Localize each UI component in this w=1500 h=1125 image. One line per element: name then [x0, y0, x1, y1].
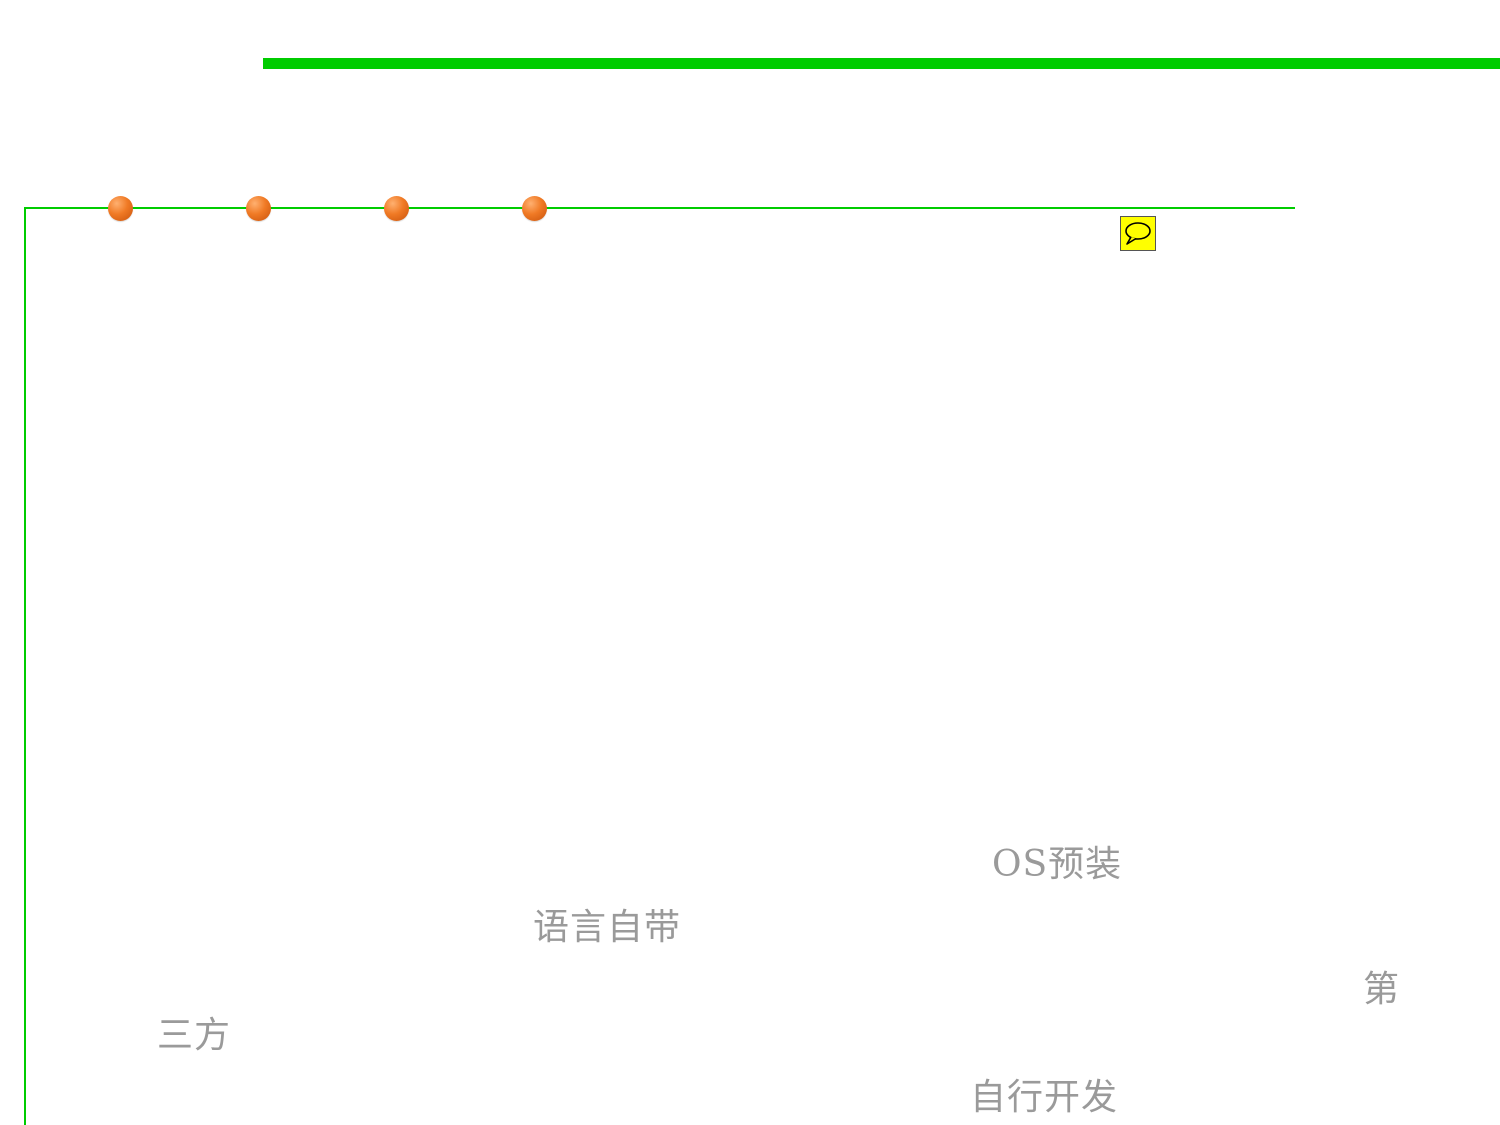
orange-bullet-dot — [246, 196, 271, 221]
label-language-builtin: 语言自带 — [533, 907, 682, 948]
orange-bullet-dot — [108, 196, 133, 221]
frame-top-line — [24, 207, 1295, 209]
comment-button[interactable] — [1120, 216, 1156, 251]
label-self-developed: 自行开发 — [970, 1077, 1119, 1118]
orange-bullet-dot — [522, 196, 547, 221]
orange-bullet-dot — [384, 196, 409, 221]
label-third-party-first-char: 第 — [1363, 969, 1401, 1010]
speech-bubble-icon — [1125, 222, 1151, 245]
frame-left-line — [24, 207, 26, 1125]
label-os-preinstalled: OS预装 — [992, 844, 1123, 885]
label-third-party-rest: 三方 — [157, 1015, 232, 1056]
top-accent-bar — [263, 58, 1500, 69]
